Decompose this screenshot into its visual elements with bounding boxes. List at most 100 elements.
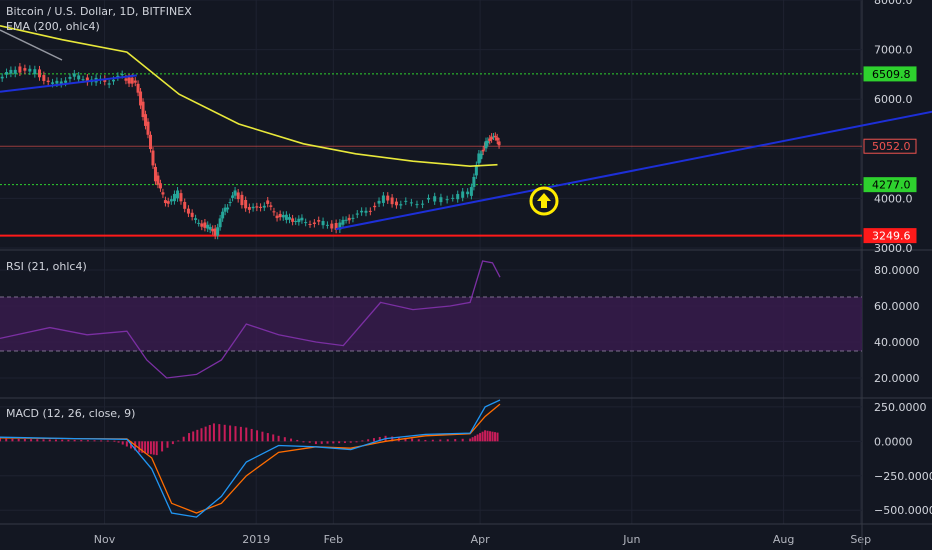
candle-body xyxy=(124,78,128,81)
candle-body xyxy=(415,204,419,206)
macd-histogram-bar xyxy=(446,439,449,442)
candle-body xyxy=(281,214,285,218)
candle-body xyxy=(169,199,173,202)
candle-body xyxy=(176,190,180,199)
candle-body xyxy=(194,218,198,220)
macd-histogram-bar xyxy=(5,438,8,442)
candle-body xyxy=(55,80,59,84)
ema-legend[interactable]: EMA (200, ohlc4) xyxy=(6,20,100,33)
candle-body xyxy=(148,134,152,150)
candle-body xyxy=(390,197,394,205)
candle-body xyxy=(330,223,334,229)
macd-histogram-bar xyxy=(250,428,253,442)
candle-body xyxy=(179,193,183,202)
candle-body xyxy=(484,141,488,149)
candle-body xyxy=(300,217,304,221)
candle-body xyxy=(474,164,478,176)
macd-histogram-bar xyxy=(73,439,76,442)
candle-body xyxy=(344,219,348,221)
candle-body xyxy=(466,191,470,195)
candle-body xyxy=(120,74,124,76)
rsi-y-tick-label: 60.0000 xyxy=(874,300,920,313)
chart-legend: Bitcoin / U.S. Dollar, 1D, BITFINEX EMA … xyxy=(6,4,192,34)
macd-histogram-bar xyxy=(361,440,364,442)
candle-body xyxy=(255,206,259,208)
candle-body xyxy=(231,195,235,198)
macd-histogram-bar xyxy=(204,426,207,442)
candle-body xyxy=(479,153,483,160)
candle-body xyxy=(0,76,4,79)
candle-body xyxy=(223,207,227,212)
rsi-band-fill xyxy=(0,297,862,351)
x-tick-label: Sep xyxy=(850,533,871,546)
candle-body xyxy=(13,69,17,74)
macd-histogram-bar xyxy=(166,441,169,448)
candle-body xyxy=(394,201,398,206)
candle-body xyxy=(317,220,321,222)
macd-histogram-bar xyxy=(378,436,381,442)
candle-body xyxy=(133,80,137,83)
candle-body xyxy=(399,204,403,206)
candle-body xyxy=(275,215,279,219)
candle-body xyxy=(297,218,301,223)
macd-histogram-bar xyxy=(48,439,51,442)
price-y-tick-label: 8000.0 xyxy=(874,0,913,7)
candle-body xyxy=(141,101,145,118)
candle-body xyxy=(218,218,222,228)
macd-legend[interactable]: MACD (12, 26, close, 9) xyxy=(6,406,135,421)
candle-body xyxy=(51,82,55,84)
price-label-text: 3249.6 xyxy=(872,230,911,243)
candle-body xyxy=(482,145,486,147)
candle-body xyxy=(166,201,170,204)
candle-body xyxy=(186,208,190,214)
candle-body xyxy=(107,83,111,85)
rsi-y-tick-label: 40.0000 xyxy=(874,336,920,349)
candle-body xyxy=(341,219,345,225)
macd-histogram-bar xyxy=(417,439,420,442)
macd-histogram-bar xyxy=(30,439,33,442)
macd-histogram-bar xyxy=(290,438,293,442)
macd-histogram-bar xyxy=(100,440,103,442)
macd-histogram-bar xyxy=(461,438,464,442)
candle-body xyxy=(228,202,232,204)
x-tick-label: Nov xyxy=(94,533,116,546)
macd-histogram-bar xyxy=(326,441,329,444)
candle-body xyxy=(213,228,217,236)
rsi-y-tick-label: 20.0000 xyxy=(874,372,920,385)
macd-y-tick-label: −500.0000 xyxy=(874,504,932,517)
candle-body xyxy=(287,217,291,220)
macd-histogram-bar xyxy=(121,441,124,445)
macd-histogram-bar xyxy=(67,439,70,442)
macd-histogram-bar xyxy=(491,431,494,442)
candle-body xyxy=(308,224,312,226)
macd-histogram-bar xyxy=(431,439,434,442)
macd-histogram-bar xyxy=(113,440,116,442)
price-label-text: 4277.0 xyxy=(872,179,911,192)
candle-body xyxy=(153,166,157,182)
candle-body xyxy=(236,192,240,200)
macd-histogram-bar xyxy=(314,441,317,445)
price-label-text: 6509.8 xyxy=(872,68,911,81)
candle-body xyxy=(103,78,107,82)
macd-histogram-bar xyxy=(234,426,237,442)
price-label-text: 5052.0 xyxy=(872,140,911,153)
macd-histogram-bar xyxy=(471,437,474,442)
symbol-title[interactable]: Bitcoin / U.S. Dollar, 1D, BITFINEX xyxy=(6,5,192,18)
candle-body xyxy=(480,153,484,156)
candle-body xyxy=(240,194,244,206)
macd-histogram-bar xyxy=(338,441,341,444)
candle-body xyxy=(272,211,276,213)
macd-histogram-bar xyxy=(474,435,477,442)
candle-body xyxy=(497,141,501,146)
candle-body xyxy=(469,187,473,196)
macd-histogram-bar xyxy=(424,439,427,442)
rsi-legend[interactable]: RSI (21, ohlc4) xyxy=(6,259,87,274)
candle-body xyxy=(259,206,263,208)
candle-body xyxy=(127,77,131,84)
candle-body xyxy=(495,137,499,141)
candle-body xyxy=(368,210,372,212)
candle-body xyxy=(139,91,143,106)
macd-histogram-bar xyxy=(155,441,158,456)
macd-line xyxy=(0,399,501,518)
